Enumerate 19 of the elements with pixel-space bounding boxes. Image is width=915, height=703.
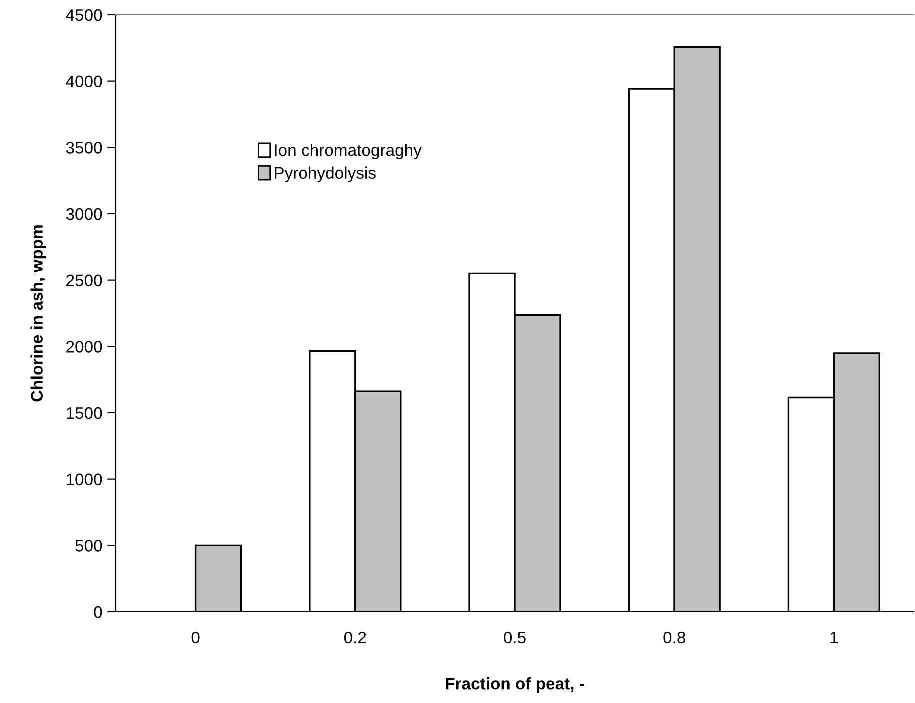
y-tick-label: 500	[76, 540, 102, 552]
x-tick-label: 0.5	[504, 632, 526, 644]
legend-label: Ion chromatograghy	[275, 144, 422, 160]
y-tick-label: 1500	[67, 407, 102, 420]
y-tick-label: 2500	[66, 274, 102, 287]
y-axis-title: Chlorine in ash, wppm	[30, 226, 46, 402]
x-tick-label: 0	[192, 632, 200, 644]
x-axis-title: Fraction of peat, -	[446, 678, 584, 694]
y-tick-label: 4500	[66, 9, 102, 22]
y-tick-label: 2000	[66, 341, 102, 353]
x-tick-label: 1	[830, 632, 838, 644]
y-tick-label: 3500	[66, 142, 102, 154]
y-tick-label: 3000	[66, 208, 102, 220]
y-tick-label: 1000	[67, 474, 102, 486]
y-tick-label: 4000	[66, 76, 102, 88]
legend-label: Pyrohydolysis	[275, 166, 376, 182]
x-tick-label: 0.2	[344, 632, 366, 644]
y-tick-label: 0	[94, 606, 102, 618]
x-tick-label: 0.8	[664, 632, 686, 644]
